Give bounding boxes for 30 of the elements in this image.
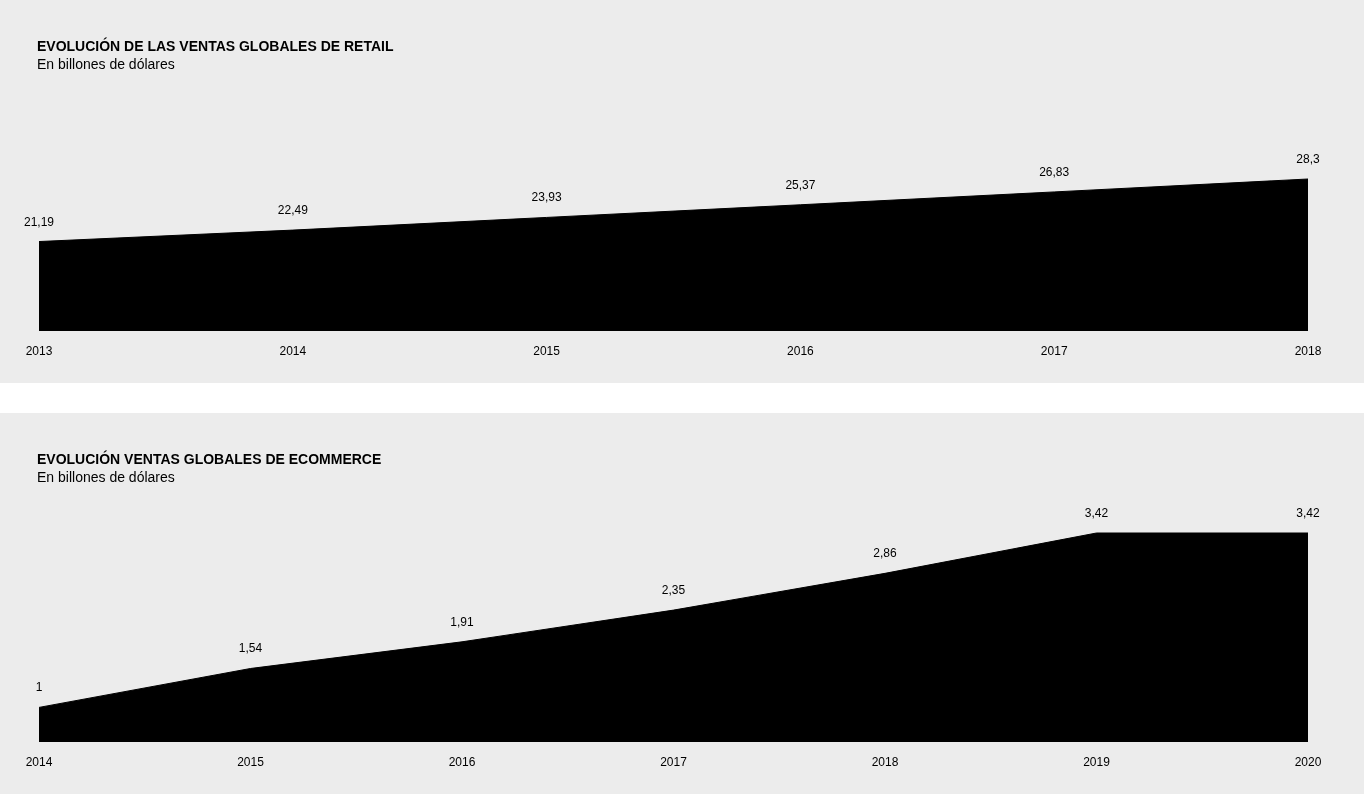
- data-label: 3,42: [1084, 506, 1109, 520]
- data-label: 1: [35, 680, 43, 695]
- data-label: 21,19: [23, 214, 55, 229]
- x-tick-label: 2019: [1083, 755, 1111, 769]
- x-tick-label: 2017: [1040, 344, 1068, 358]
- chart-subtitle: En billones de dólares: [37, 469, 175, 485]
- x-tick-label: 2016: [787, 344, 815, 358]
- x-tick-label: 2015: [533, 344, 561, 358]
- data-label: 22,49: [277, 203, 309, 218]
- x-tick-label: 2020: [1294, 755, 1322, 769]
- data-label: 28,3: [1296, 152, 1320, 166]
- x-tick-label: 2016: [448, 755, 476, 769]
- x-tick-label: 2013: [25, 344, 53, 358]
- chart-title: EVOLUCIÓN VENTAS GLOBALES DE ECOMMERCE: [37, 451, 382, 467]
- x-tick-label: 2018: [1294, 344, 1322, 358]
- chart-title: EVOLUCIÓN DE LAS VENTAS GLOBALES DE RETAIL: [37, 38, 394, 54]
- x-tick-label: 2018: [871, 755, 899, 769]
- data-label: 1,54: [238, 641, 263, 656]
- data-label: 2,35: [661, 583, 686, 598]
- data-label: 2,86: [873, 546, 897, 561]
- data-label: 23,93: [531, 190, 562, 205]
- x-tick-label: 2014: [25, 755, 53, 769]
- x-tick-label: 2014: [279, 344, 307, 358]
- x-tick-label: 2017: [660, 755, 688, 769]
- x-tick-label: 2015: [237, 755, 265, 769]
- data-label: 1,91: [450, 614, 474, 629]
- data-label: 25,37: [785, 177, 816, 192]
- chart-subtitle: En billones de dólares: [37, 56, 175, 72]
- data-label: 26,83: [1039, 164, 1070, 179]
- data-label: 3,42: [1296, 506, 1320, 520]
